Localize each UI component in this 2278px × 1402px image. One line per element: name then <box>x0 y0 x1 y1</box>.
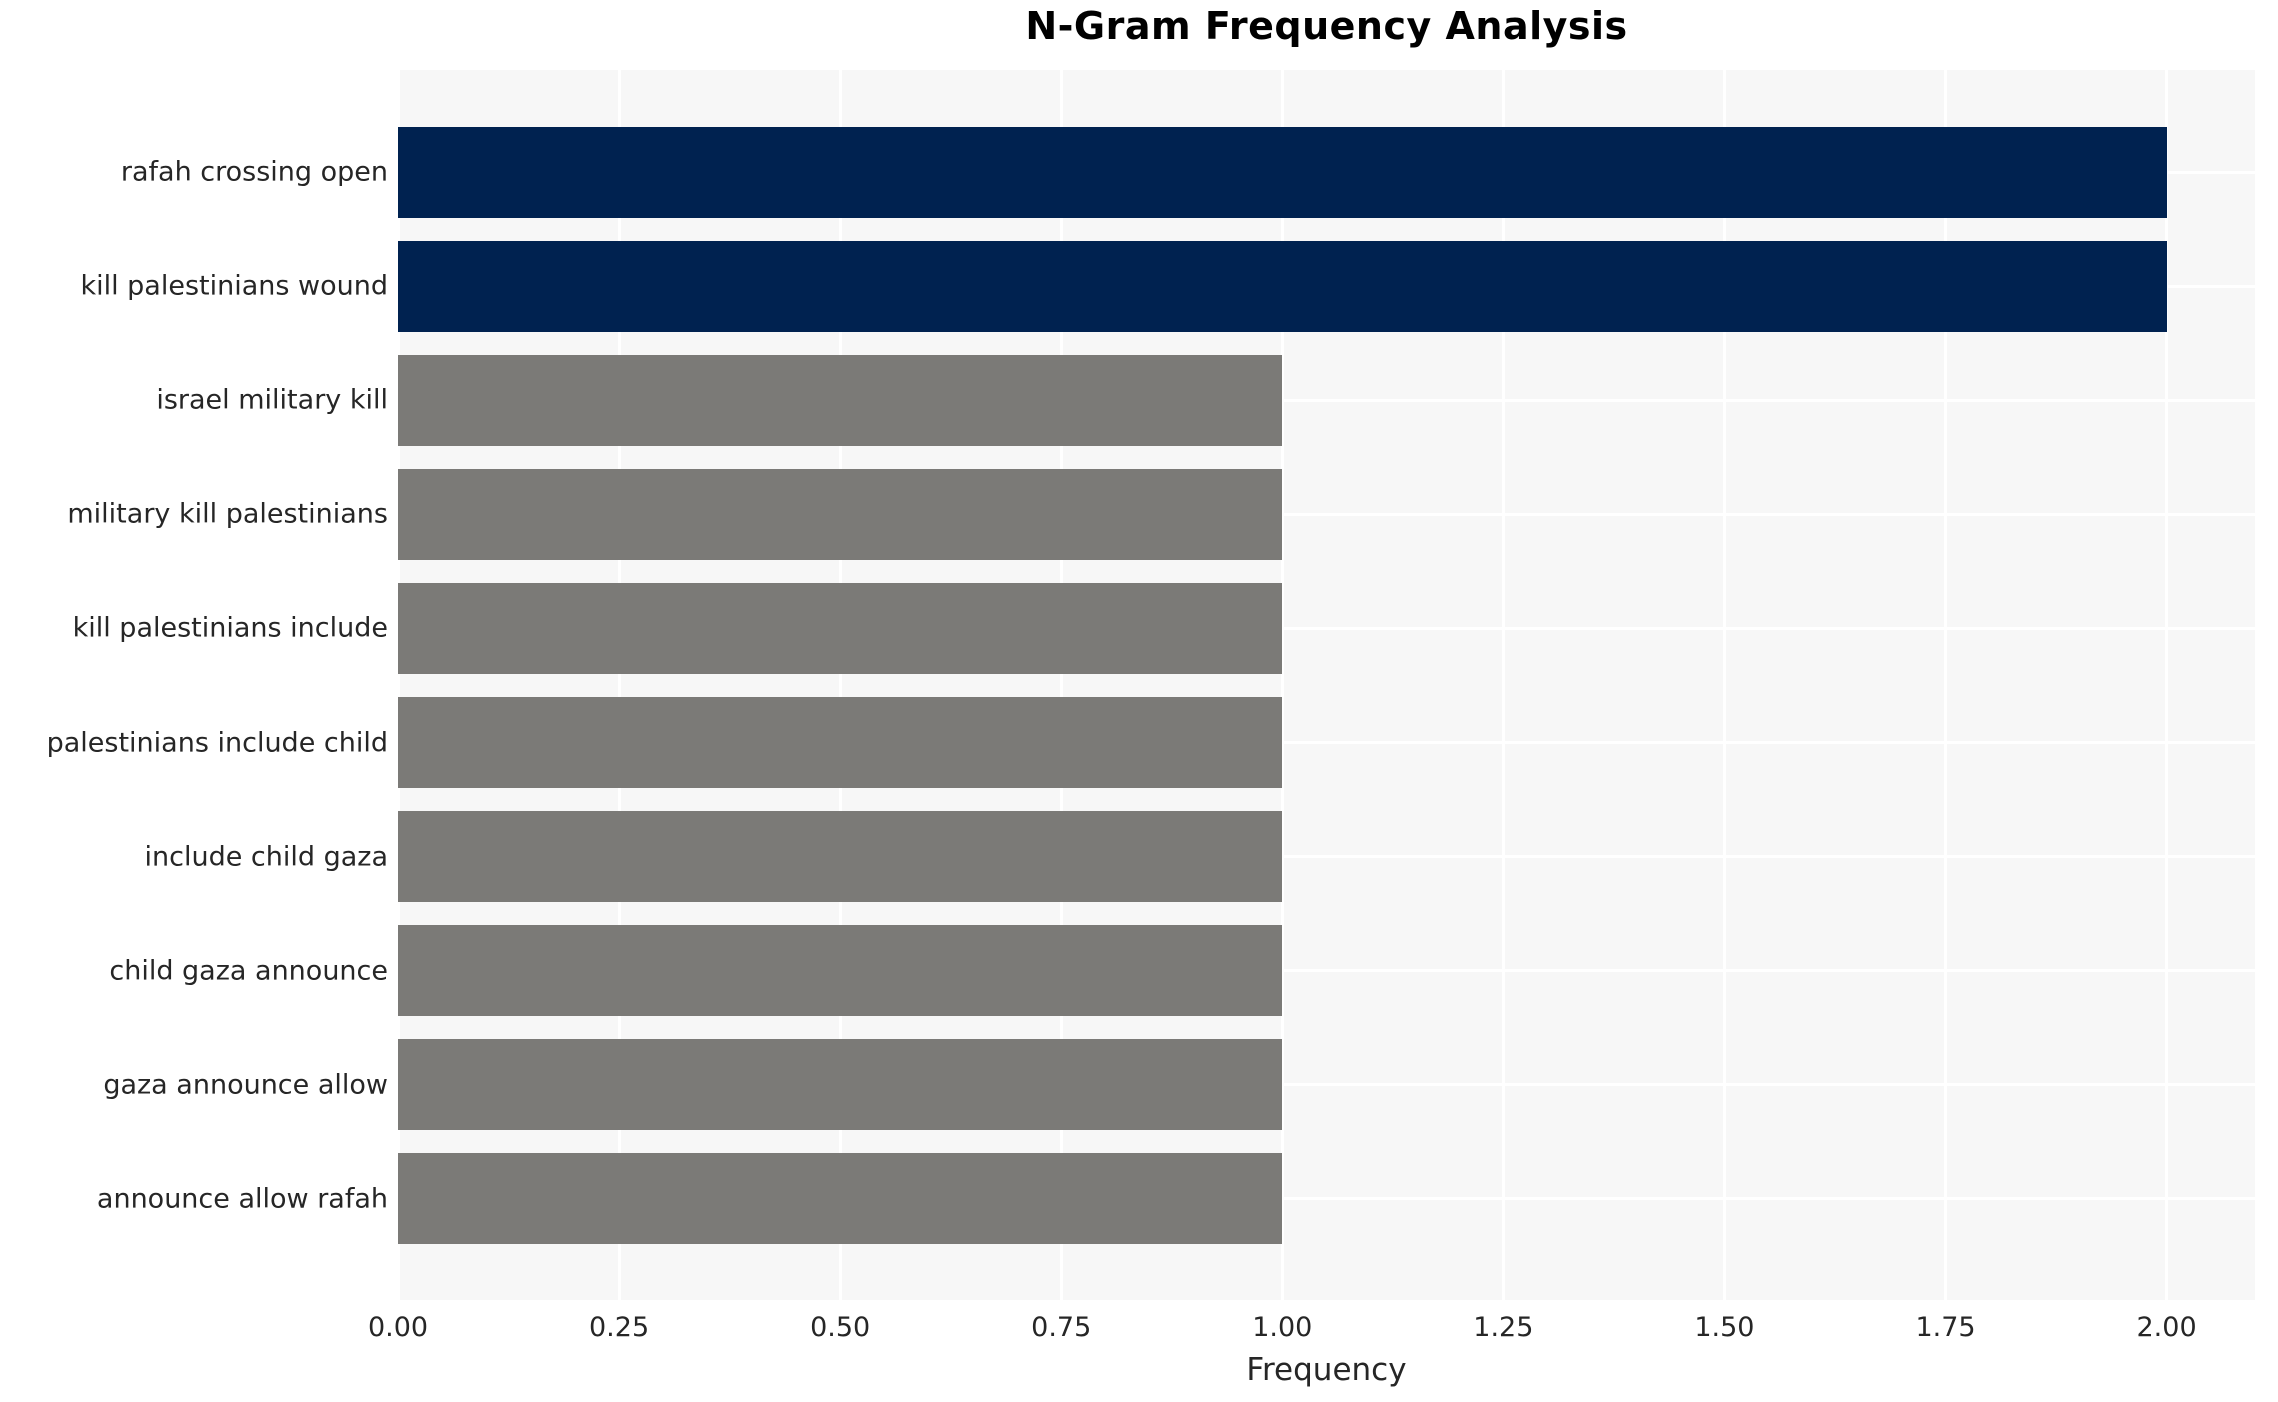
gridline-vertical <box>1280 70 1284 1300</box>
gridline-vertical <box>617 70 621 1300</box>
gridline-horizontal <box>398 626 2255 630</box>
x-tick-label: 0.25 <box>589 1312 650 1343</box>
chart-title: N-Gram Frequency Analysis <box>1025 4 1628 48</box>
gridline-horizontal <box>398 741 2255 744</box>
bar <box>398 1153 1283 1245</box>
x-tick-label: 2.00 <box>2136 1312 2197 1343</box>
gridline-vertical <box>1722 70 1726 1300</box>
gridline-horizontal <box>398 969 2255 973</box>
gridline-horizontal <box>398 1083 2255 1087</box>
y-tick-label: gaza announce allow <box>103 1069 388 1101</box>
bar <box>398 354 1283 446</box>
y-tick-label: palestinians include child <box>46 727 388 758</box>
bar <box>398 240 2167 332</box>
x-tick-label: 1.00 <box>1252 1312 1313 1343</box>
x-tick-label: 1.75 <box>1915 1312 1976 1343</box>
y-tick-label: announce allow rafah <box>96 1183 388 1215</box>
gridline-vertical <box>1501 70 1505 1300</box>
bar <box>398 925 1283 1017</box>
gridline-vertical <box>838 70 842 1300</box>
y-tick-label: military kill palestinians <box>67 498 388 530</box>
y-tick-label: israel military kill <box>156 384 388 416</box>
y-tick-label: rafah crossing open <box>120 156 388 188</box>
bar <box>398 811 1283 903</box>
gridline-horizontal <box>398 1197 2255 1201</box>
bar <box>398 468 1283 560</box>
y-tick-label: kill palestinians include <box>72 612 388 644</box>
x-axis-title: Frequency <box>1246 1352 1407 1388</box>
gridline-horizontal <box>398 512 2255 516</box>
gridline-vertical <box>396 70 400 1300</box>
y-tick-label: include child gaza <box>144 841 389 873</box>
y-tick-label: child gaza announce <box>109 955 388 987</box>
gridline-vertical <box>1944 70 1947 1300</box>
gridline-horizontal <box>398 855 2255 859</box>
gridline-vertical <box>2165 70 2169 1300</box>
x-tick-label: 0.75 <box>1031 1312 1092 1343</box>
x-tick-label: 0.50 <box>810 1312 871 1343</box>
gridline-vertical <box>1059 70 1063 1300</box>
gridline-horizontal <box>398 398 2255 402</box>
bar <box>398 1039 1283 1131</box>
plot-area <box>396 70 2255 1300</box>
bar <box>398 126 2167 218</box>
x-tick-label: 1.50 <box>1694 1312 1755 1343</box>
y-tick-label: kill palestinians wound <box>80 270 388 302</box>
x-tick-label: 1.25 <box>1473 1312 1534 1343</box>
bar <box>398 697 1283 788</box>
bar <box>398 582 1283 674</box>
x-tick-label: 0.00 <box>367 1312 429 1343</box>
